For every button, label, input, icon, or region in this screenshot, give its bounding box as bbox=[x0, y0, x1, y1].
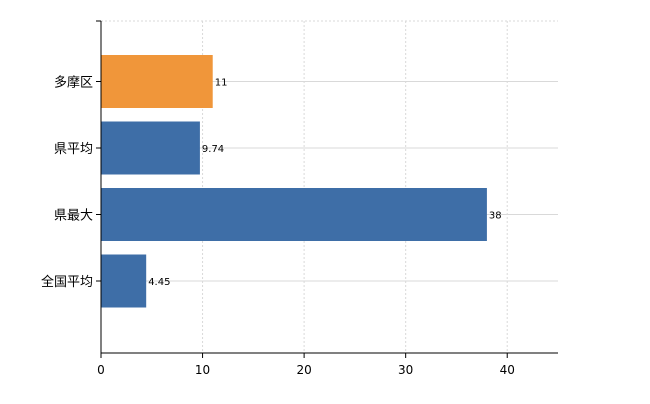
bar-0 bbox=[101, 55, 213, 108]
bar-layer bbox=[101, 55, 487, 308]
label-layer: 11 多摩区 9.74 県平均 38 県最大 4.45 全国平均 0 10 20 30 40 bbox=[41, 75, 515, 378]
bar-2 bbox=[101, 188, 487, 241]
category-label-0: 多摩区 bbox=[54, 75, 93, 91]
data-label-1: 9.74 bbox=[202, 144, 224, 155]
data-label-3: 4.45 bbox=[148, 277, 170, 288]
category-label-3: 全国平均 bbox=[41, 274, 93, 290]
x-tick-label-10: 10 bbox=[195, 363, 210, 377]
bar-3 bbox=[101, 254, 147, 308]
x-tick-label-40: 40 bbox=[500, 363, 515, 377]
x-tick-label-30: 30 bbox=[398, 363, 413, 377]
x-tick-label-20: 20 bbox=[296, 363, 311, 377]
axis-layer bbox=[96, 20, 558, 358]
bar-1 bbox=[101, 121, 200, 175]
category-label-2: 県最大 bbox=[54, 209, 93, 224]
data-label-0: 11 bbox=[215, 78, 228, 89]
category-label-1: 県平均 bbox=[54, 142, 93, 157]
data-label-2: 38 bbox=[489, 211, 502, 222]
x-tick-label-0: 0 bbox=[97, 363, 105, 377]
